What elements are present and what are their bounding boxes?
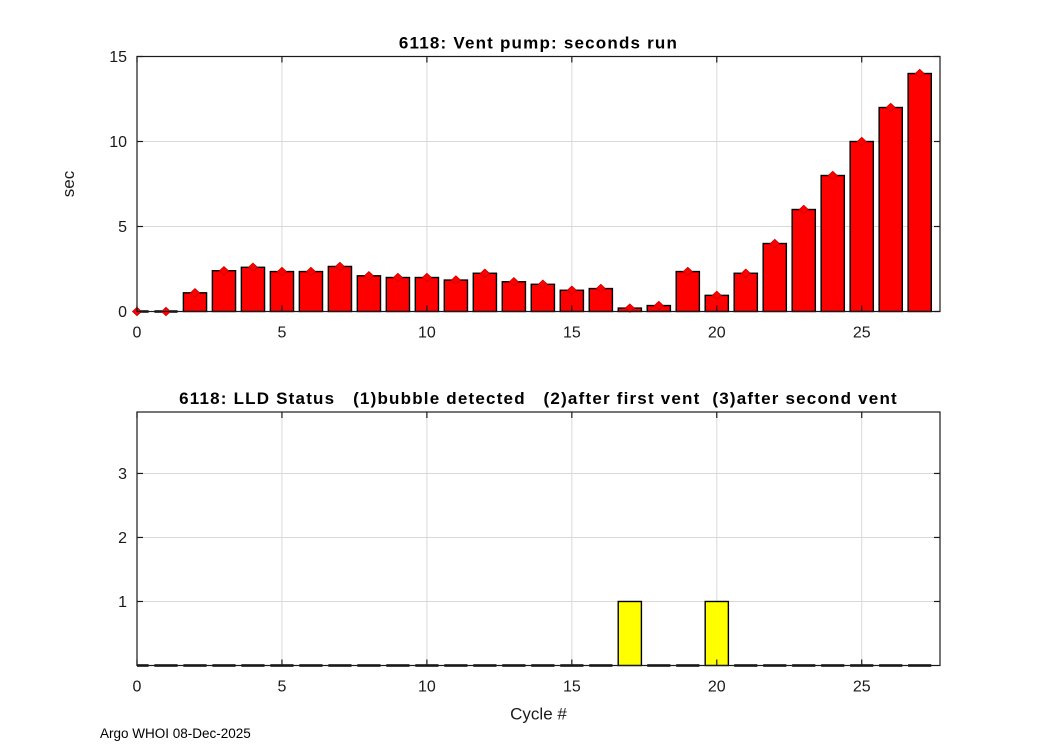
- data-marker-diamond: [740, 268, 751, 278]
- x-tick-label: 0: [133, 325, 142, 342]
- data-marker-diamond: [247, 262, 259, 273]
- data-marker-diamond: [218, 265, 230, 276]
- data-marker-diamond: [276, 266, 288, 277]
- data-marker-diamond: [479, 268, 490, 278]
- y-axis-label: sec: [59, 170, 78, 197]
- x-tick-label: 5: [277, 679, 286, 696]
- bar-series: [137, 600, 932, 667]
- y-tick-label: 15: [109, 49, 127, 66]
- axes-box: [136, 411, 941, 667]
- chart-title: 6118: LLD Status (1)bubble detected (2)a…: [179, 389, 898, 408]
- y-tick-label: 0: [118, 304, 127, 321]
- y-tick-label: 1: [118, 594, 127, 611]
- x-tick-label: 10: [418, 325, 436, 342]
- data-marker-diamond: [363, 271, 374, 281]
- x-tick-label: 25: [853, 325, 871, 342]
- data-marker-diamond: [421, 272, 432, 283]
- y-tick-label: 2: [118, 530, 127, 547]
- data-marker-diamond: [624, 303, 635, 313]
- data-marker-diamond: [189, 288, 201, 298]
- x-tick-label: 15: [563, 679, 581, 696]
- x-tick-label: 20: [708, 679, 726, 696]
- data-marker-diamond: [537, 279, 548, 290]
- axes-box: [136, 55, 941, 313]
- data-marker-diamond: [653, 300, 664, 311]
- data-marker-diamond: [508, 277, 519, 287]
- bar: [617, 600, 643, 667]
- x-tick-label: 20: [708, 325, 726, 342]
- chart-title: 6118: Vent pump: seconds run: [399, 34, 678, 53]
- data-marker-diamond: [914, 68, 925, 79]
- data-marker-diamond: [595, 283, 606, 294]
- bar: [704, 600, 730, 667]
- x-tick-label: 5: [277, 325, 286, 342]
- data-marker-diamond: [769, 238, 780, 249]
- x-axis-label: Cycle #: [510, 705, 567, 724]
- y-tick-label: 3: [118, 466, 127, 483]
- data-marker-diamond: [450, 275, 461, 285]
- data-marker-diamond: [827, 170, 838, 181]
- y-tick-label: 10: [109, 134, 127, 151]
- x-tick-label: 0: [133, 679, 142, 696]
- x-tick-label: 15: [563, 325, 581, 342]
- x-tick-label: 10: [418, 679, 436, 696]
- y-tick-label: 5: [118, 219, 127, 236]
- footer-annotation: Argo WHOI 08-Dec-2025: [100, 726, 251, 741]
- data-marker-diamond: [885, 102, 896, 113]
- data-marker-diamond: [711, 290, 722, 301]
- data-marker-diamond: [566, 285, 577, 295]
- data-marker-diamond: [392, 272, 403, 283]
- data-marker-diamond: [682, 266, 693, 277]
- data-marker-diamond: [798, 204, 809, 215]
- data-marker-diamond: [305, 266, 317, 277]
- data-marker-diamond: [334, 261, 346, 272]
- x-tick-label: 25: [853, 679, 871, 696]
- data-marker-diamond: [856, 136, 867, 147]
